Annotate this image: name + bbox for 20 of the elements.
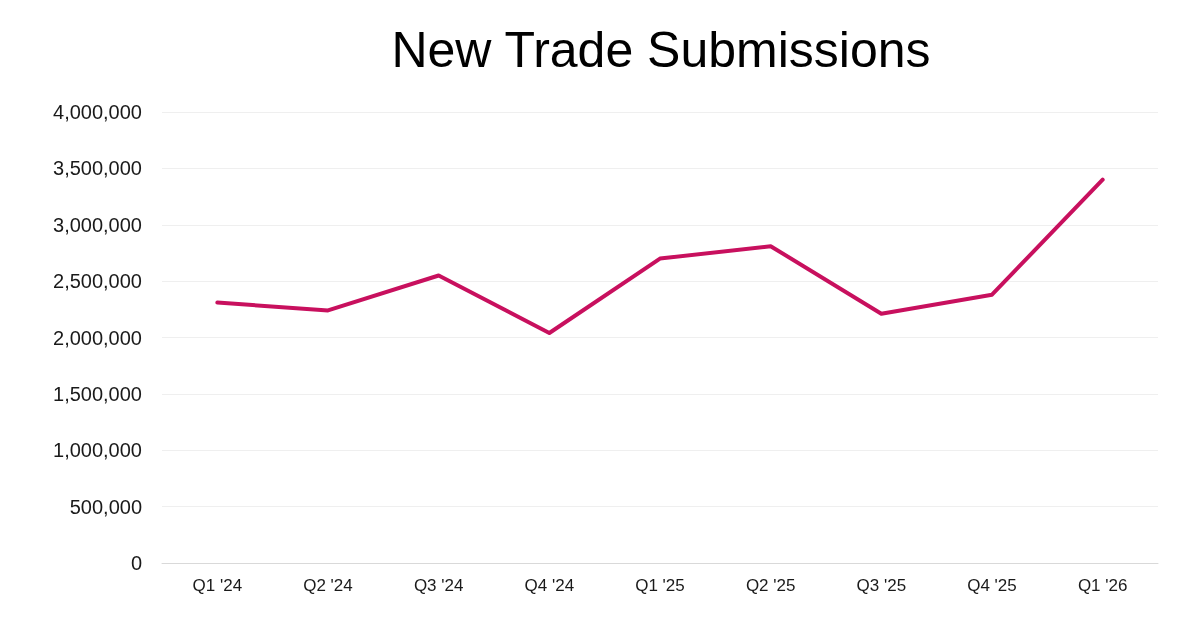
x-tick-label: Q3 '25: [856, 576, 907, 595]
x-tick-label: Q3 '24: [413, 576, 464, 595]
y-tick-label: 3,000,000: [53, 213, 142, 236]
y-tick-label: 0: [130, 552, 142, 574]
x-tick-label: Q2 '24: [303, 576, 353, 595]
x-tick-label: Q1 '24: [192, 576, 243, 595]
line-series: [215, 177, 1105, 335]
x-tick-label: Q1 '26: [1077, 576, 1128, 595]
y-tick-label: 1,000,000: [53, 439, 142, 462]
y-tick-label: 2,500,000: [53, 270, 142, 293]
x-tick-label: Q1 '25: [635, 576, 685, 595]
x-tick-label: Q4 '25: [967, 576, 1017, 595]
y-tick-label: 3,500,000: [53, 157, 142, 180]
x-tick-label: Q2 '25: [745, 576, 796, 595]
y-tick-label: 4,000,000: [53, 101, 142, 123]
y-tick-label: 2,000,000: [53, 326, 142, 349]
chart-title: New Trade Submissions: [391, 22, 931, 78]
y-tick-label: 500,000: [69, 495, 142, 518]
x-tick-label: Q4 '24: [524, 576, 575, 595]
y-tick-label: 1,500,000: [53, 382, 142, 405]
